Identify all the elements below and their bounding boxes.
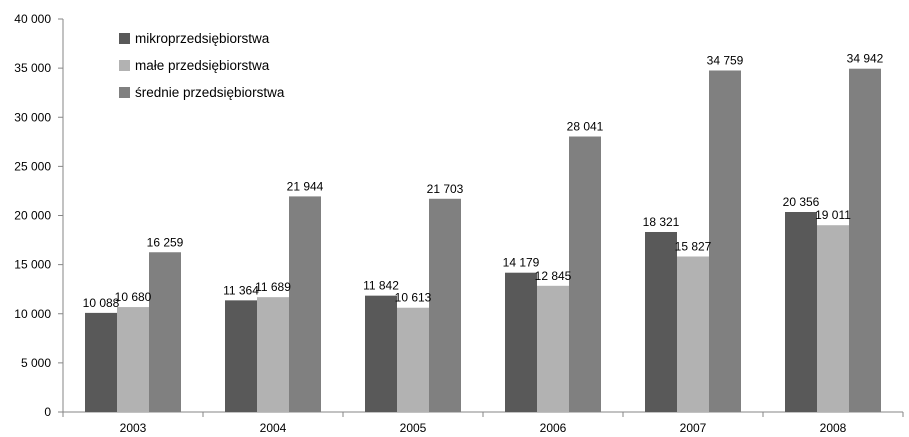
data-label: 19 011 [815, 208, 851, 222]
bar-2003-series-3 [149, 252, 181, 412]
bar-2003-series-1 [85, 312, 117, 412]
bar-2007-series-3 [709, 70, 741, 412]
legend-swatch [119, 33, 130, 44]
y-tick-label: 35 000 [14, 61, 51, 75]
legend-label: małe przedsiębiorstwa [135, 58, 270, 73]
y-tick-label: 25 000 [14, 159, 51, 173]
x-tick-label: 2006 [540, 421, 567, 435]
x-tick-label: 2005 [400, 421, 427, 435]
data-label: 34 942 [847, 52, 884, 66]
data-label: 16 259 [147, 235, 184, 249]
data-label: 10 680 [115, 290, 152, 304]
x-tick-label: 2004 [260, 421, 287, 435]
bar-2005-series-3 [429, 198, 461, 412]
y-tick-label: 0 [44, 405, 51, 419]
bar-2006-series-3 [569, 136, 601, 412]
legend-label: średnie przedsiębiorstwa [135, 85, 285, 100]
legend-swatch [119, 60, 130, 71]
bars [85, 68, 881, 412]
data-label: 28 041 [567, 119, 604, 133]
bar-2004-series-2 [257, 297, 289, 412]
legend-label: mikroprzedsiębiorstwa [135, 31, 270, 46]
x-tick-label: 2007 [680, 421, 707, 435]
bar-2006-series-2 [537, 285, 569, 412]
data-label: 18 321 [643, 215, 680, 229]
bar-2005-series-1 [365, 295, 397, 412]
data-label: 14 179 [503, 256, 540, 270]
bar-2008-series-1 [785, 212, 817, 412]
data-label: 20 356 [783, 195, 820, 209]
x-tick-label: 2003 [120, 421, 147, 435]
data-label: 21 703 [427, 182, 464, 196]
data-label: 11 364 [223, 283, 259, 297]
y-tick-label: 15 000 [14, 258, 51, 272]
data-label: 15 827 [675, 239, 712, 253]
bar-2003-series-2 [117, 307, 149, 412]
bar-2008-series-2 [817, 225, 849, 412]
bar-2007-series-1 [645, 231, 677, 412]
y-tick-label: 5 000 [21, 356, 51, 370]
legend-swatch [119, 87, 130, 98]
y-tick-label: 20 000 [14, 209, 51, 223]
data-label: 11 689 [255, 280, 291, 294]
data-label: 11 842 [363, 279, 399, 293]
axes: 0 5 000 10 000 15 000 20 000 25 000 30 000 35 0… [14, 12, 904, 435]
bar-2004-series-3 [289, 196, 321, 412]
x-tick-label: 2008 [820, 421, 847, 435]
data-label: 10 088 [83, 296, 120, 310]
bar-2006-series-1 [505, 272, 537, 412]
y-tick-label: 10 000 [14, 307, 51, 321]
bar-2007-series-2 [677, 256, 709, 412]
y-tick-label: 30 000 [14, 110, 51, 124]
bar-2004-series-1 [225, 300, 257, 412]
data-label: 21 944 [287, 179, 324, 193]
legend: mikroprzedsiębiorstwa małe przedsiębiorst… [119, 31, 285, 100]
y-tick-label: 40 000 [14, 12, 51, 26]
data-label: 10 613 [395, 291, 432, 305]
bar-2008-series-3 [849, 68, 881, 412]
bar-2005-series-2 [397, 307, 429, 412]
data-label: 34 759 [707, 53, 744, 67]
data-label: 12 845 [535, 269, 572, 283]
